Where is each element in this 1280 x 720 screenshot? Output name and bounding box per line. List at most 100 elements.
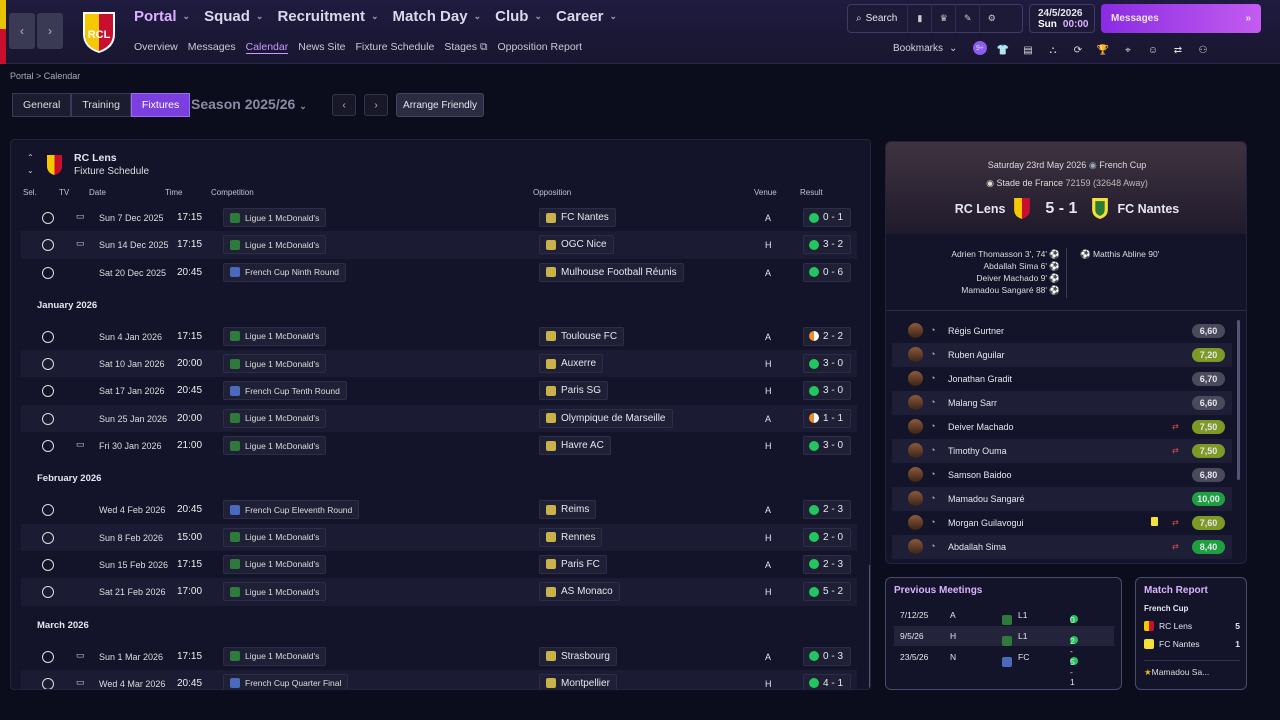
group-icon[interactable]: ⚇ (1198, 44, 1208, 56)
competition-chip[interactable]: Ligue 1 McDonald's (223, 208, 327, 227)
subnav-news-site[interactable]: News Site (298, 41, 346, 53)
home-team[interactable]: RC Lens (954, 201, 1006, 216)
player-row[interactable]: ◔ Ruben Aguilar 7,20 (892, 343, 1232, 367)
cup-icon[interactable]: 🏆 (1096, 44, 1110, 56)
player-row[interactable]: ◔ Malang Sarr 6,60 (892, 391, 1232, 415)
opposition-chip[interactable]: OGC Nice (539, 235, 614, 255)
shirt-icon[interactable]: 👕 (996, 44, 1010, 56)
forward-button[interactable]: › (37, 13, 63, 49)
select-radio[interactable] (42, 266, 54, 279)
opposition-chip[interactable]: Toulouse FC (539, 326, 625, 346)
select-radio[interactable] (42, 385, 54, 398)
select-radio[interactable] (42, 650, 54, 663)
result-chip[interactable]: 0 - 3 (803, 646, 851, 666)
player-row[interactable]: ◔ Deiver Machado ⇄ 7,50 (892, 415, 1232, 439)
nav-match-day[interactable]: Match Day ⌄ (392, 8, 482, 25)
trophy-icon[interactable]: ♛ (931, 4, 955, 33)
opposition-chip[interactable]: Paris FC (539, 554, 607, 574)
match-competition[interactable]: French Cup (1099, 160, 1147, 170)
opposition-chip[interactable]: Rennes (539, 527, 603, 547)
subnav-overview[interactable]: Overview (134, 41, 178, 53)
table-row[interactable]: Sun 8 Feb 2026 15:00 Ligue 1 McDonald's Ren… (21, 523, 857, 551)
subnav-stages[interactable]: Stages ⧉ (444, 41, 488, 53)
opposition-chip[interactable]: Reims (539, 500, 597, 520)
opposition-chip[interactable]: Mulhouse Football Réunis (539, 262, 684, 282)
refresh-icon[interactable]: ⟳ (1073, 44, 1083, 56)
player-row[interactable]: ◔ Mamadou Sangaré 10,00 (892, 487, 1232, 511)
notification-badge[interactable]: 9+ (973, 41, 987, 55)
select-radio[interactable] (42, 412, 54, 425)
table-row[interactable]: Sat 20 Dec 2025 20:45 French Cup Ninth Rou… (21, 259, 857, 286)
table-row[interactable]: Sat 10 Jan 2026 20:00 Ligue 1 McDonald's Au… (21, 350, 857, 378)
back-button[interactable]: ‹ (9, 13, 35, 49)
result-chip[interactable]: 2 - 3 (803, 500, 851, 520)
select-radio[interactable] (42, 212, 54, 224)
tactics-icon[interactable]: ⛬ (1049, 44, 1057, 56)
competition-chip[interactable]: Ligue 1 McDonald's (223, 554, 327, 574)
nav-career[interactable]: Career ⌄ (555, 8, 618, 25)
bookmarks-menu[interactable]: Bookmarks ⌄ (893, 43, 957, 54)
chevron-down-icon[interactable]: ⌄ (27, 166, 34, 175)
result-chip[interactable]: 0 - 6 (803, 262, 851, 282)
player-row[interactable]: ◔ Timothy Ouma ⇄ 7,50 (892, 439, 1232, 463)
table-row[interactable]: Wed 4 Feb 2026 20:45 French Cup Eleventh R… (21, 496, 857, 523)
result-chip[interactable]: 5 - 2 (803, 582, 851, 602)
competition-chip[interactable]: Ligue 1 McDonald's (223, 235, 327, 255)
transfers-icon[interactable]: ⇄ (1173, 44, 1183, 56)
result-chip[interactable]: 2 - 3 (803, 554, 851, 574)
opposition-chip[interactable]: FC Nantes (539, 208, 616, 227)
player-row[interactable]: ◔ Régis Gurtner 6,60 (892, 319, 1232, 343)
table-row[interactable]: Sat 17 Jan 2026 20:45 French Cup Tenth Rou… (21, 377, 857, 404)
clipboard-icon[interactable]: ▤ (1023, 44, 1033, 56)
competition-chip[interactable]: Ligue 1 McDonald's (223, 646, 327, 666)
select-radio[interactable] (42, 558, 54, 571)
col-date[interactable]: Date (89, 188, 106, 197)
opposition-chip[interactable]: Paris SG (539, 381, 609, 401)
subnav-opposition-report[interactable]: Opposition Report (497, 41, 583, 53)
table-row[interactable]: Sun 15 Feb 2026 17:15 Ligue 1 McDonald's Pa… (21, 551, 857, 578)
select-radio[interactable] (42, 330, 54, 343)
previous-meetings-title[interactable]: Previous Meetings (894, 585, 983, 596)
col-opposition[interactable]: Opposition (533, 188, 572, 197)
result-chip[interactable]: 3 - 0 (803, 381, 851, 401)
notebook-icon[interactable]: ▮ (907, 4, 931, 33)
competition-chip[interactable]: Ligue 1 McDonald's (223, 326, 327, 346)
scrollbar[interactable] (1237, 320, 1240, 480)
table-row[interactable]: Sun 25 Jan 2026 20:00 Ligue 1 McDonald's Ol… (21, 404, 857, 433)
select-radio[interactable] (42, 531, 54, 544)
tab-fixtures[interactable]: Fixtures (130, 93, 191, 117)
opposition-chip[interactable]: Olympique de Marseille (539, 408, 673, 428)
club-crest-icon[interactable]: RCL (81, 8, 117, 54)
table-row[interactable]: ▭ Wed 4 Mar 2026 20:45 French Cup Quarter F… (21, 669, 857, 689)
table-row[interactable]: ▭ Sun 14 Dec 2025 17:15 Ligue 1 McDonald's O… (21, 231, 857, 259)
staff-icon[interactable]: ☺ (1147, 44, 1159, 56)
chevron-up-icon[interactable]: ⌃ (27, 153, 34, 162)
competition-chip[interactable]: Ligue 1 McDonald's (223, 527, 327, 547)
game-date[interactable]: 24/5/2026 Sun 00:00 (1029, 4, 1095, 33)
result-chip[interactable]: 3 - 0 (803, 354, 851, 374)
col-result[interactable]: Result (800, 188, 823, 197)
opposition-chip[interactable]: Montpellier (539, 673, 617, 689)
result-chip[interactable]: 2 - 0 (803, 527, 851, 547)
pen-icon[interactable]: ✎ (955, 4, 979, 33)
col-sel[interactable]: Sel. (23, 188, 37, 197)
result-chip[interactable]: 2 - 2 (803, 326, 851, 346)
competition-chip[interactable]: Ligue 1 McDonald's (223, 354, 327, 374)
table-row[interactable]: ▭ Sun 7 Dec 2025 17:15 Ligue 1 McDonald's FC… (21, 204, 857, 231)
result-chip[interactable]: 3 - 2 (803, 235, 851, 255)
table-row[interactable]: Sun 4 Jan 2026 17:15 Ligue 1 McDonald's Tou… (21, 323, 857, 350)
opposition-chip[interactable]: Auxerre (539, 354, 604, 374)
scrollbar[interactable] (869, 565, 870, 689)
next-season-button[interactable]: › (364, 94, 388, 116)
table-row[interactable]: ▭ Fri 30 Jan 2026 21:00 Ligue 1 McDonald's H… (21, 432, 857, 459)
tab-training[interactable]: Training (71, 93, 131, 117)
table-row[interactable]: ▭ Sun 1 Mar 2026 17:15 Ligue 1 McDonald's St… (21, 643, 857, 670)
gear-icon[interactable]: ⚙ (979, 4, 1003, 33)
nav-portal[interactable]: Portal ⌄ (134, 8, 191, 25)
match-report-title[interactable]: Match Report (1144, 585, 1208, 596)
breadcrumb-portal[interactable]: Portal (10, 71, 34, 81)
competition-chip[interactable]: French Cup Ninth Round (223, 262, 347, 282)
search-icon[interactable]: ⌕ (856, 13, 862, 24)
competition-chip[interactable]: Ligue 1 McDonald's (223, 408, 327, 428)
